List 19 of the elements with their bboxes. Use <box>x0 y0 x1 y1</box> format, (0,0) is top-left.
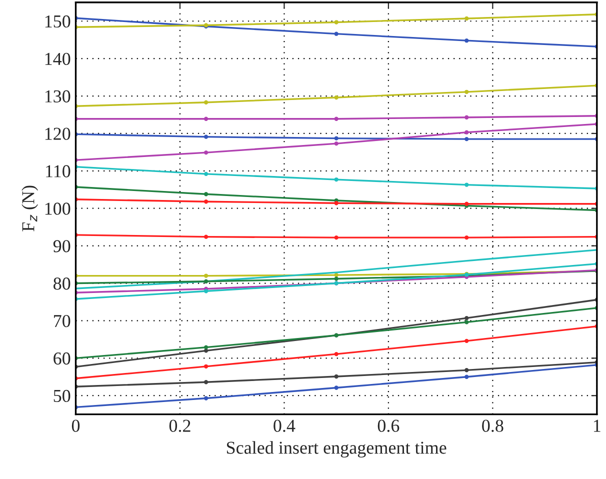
x-tick-label: 0.8 <box>482 420 504 432</box>
x-tick-label: 0 <box>72 420 80 432</box>
y-tick-label: 80 <box>54 278 70 290</box>
y-axis-title: F$_{z}$ (N) <box>22 186 38 232</box>
y-tick-label: 60 <box>54 352 70 365</box>
x-tick-label: 0.6 <box>378 420 400 432</box>
y-tick-label: 90 <box>53 240 70 252</box>
x-axis-title: Scaled insert engagement time <box>226 441 446 458</box>
y-tick-label: 140 <box>45 52 70 66</box>
x-tick-label: 1 <box>594 420 600 432</box>
y-tick-label: 70 <box>54 314 70 328</box>
y-tick-label: 50 <box>54 390 70 402</box>
y-tick-label: 100 <box>45 202 70 215</box>
y-tick-label: 110 <box>46 165 70 178</box>
y-tick-label: 150 <box>45 15 70 28</box>
y-tick-label: 120 <box>45 128 70 140</box>
y-tick-label: 130 <box>45 90 70 102</box>
x-tick-label: 0.2 <box>169 420 190 432</box>
x-tick-label: 0.4 <box>274 420 296 432</box>
